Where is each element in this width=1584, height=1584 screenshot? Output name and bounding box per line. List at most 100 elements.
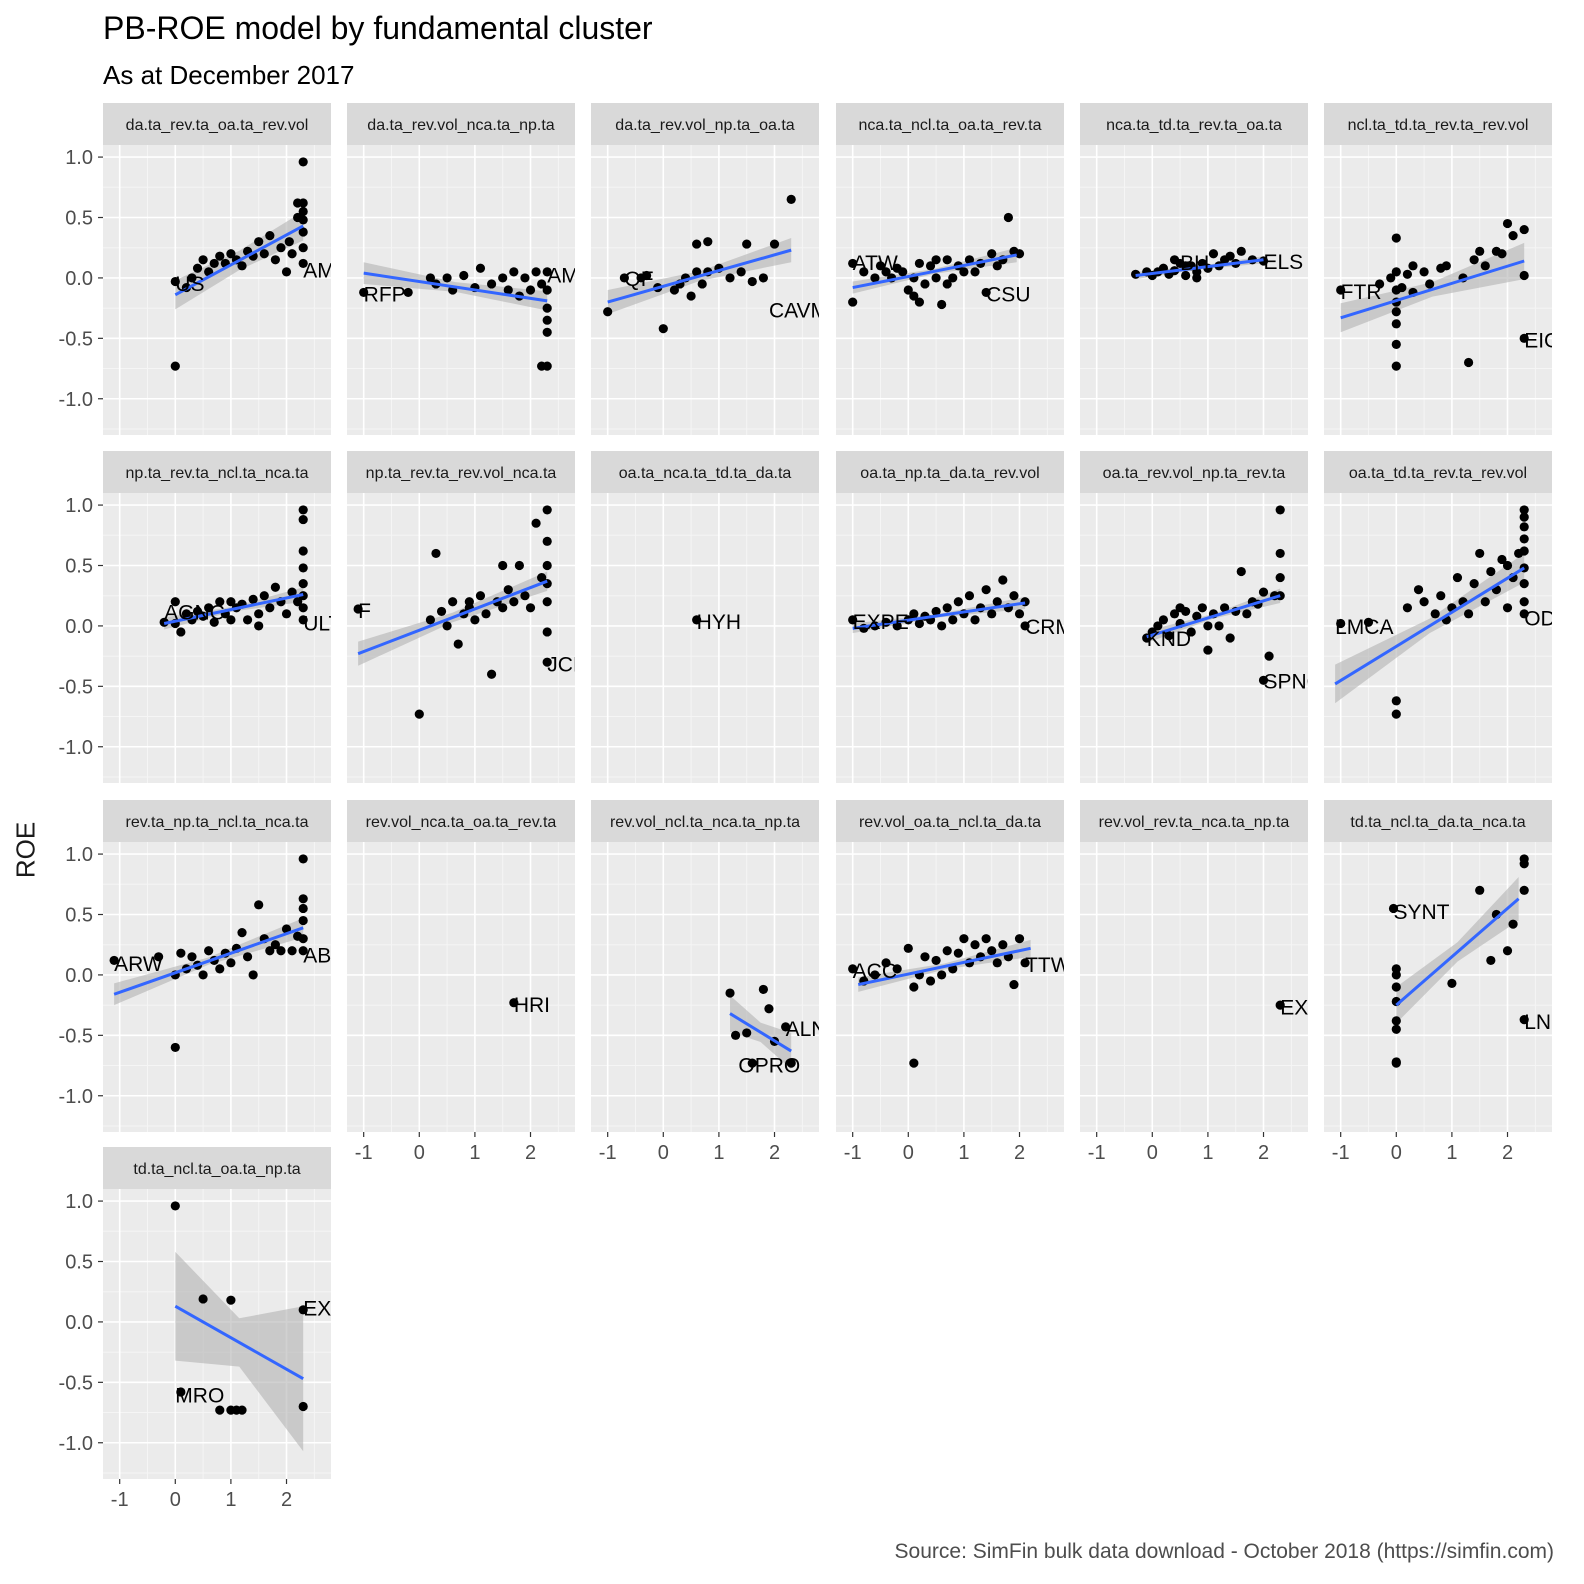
y-tick-label: 1.0 [65, 147, 93, 169]
facet-panel: td.ta_ncl.ta_da.ta_nca.ta SYNT LNC -1 0 1 2 [1324, 800, 1552, 1164]
panel-background [103, 145, 331, 435]
data-point [964, 591, 975, 601]
data-point [758, 273, 768, 283]
facet-strip [836, 451, 1064, 493]
point-label: SYNT [1394, 901, 1450, 924]
data-point [498, 560, 508, 571]
data-point [725, 273, 735, 283]
data-point [903, 943, 913, 953]
point-labels: F JCI [358, 600, 575, 676]
point-label: LMCA [1335, 616, 1393, 639]
fit-line [174, 1304, 304, 1381]
data-point [470, 615, 480, 625]
data-point [226, 1295, 236, 1305]
facet-strip-label: da.ta_rev.ta_oa.ta_rev.vol [126, 117, 309, 134]
data-point [181, 609, 192, 619]
data-point [537, 572, 547, 583]
facet-strip-label: rev.vol_nca.ta_oa.ta_rev.ta [366, 814, 557, 831]
data-point [170, 1042, 180, 1053]
point-label: ACC [853, 960, 897, 983]
point-label: HRI [514, 994, 550, 1017]
data-point [431, 548, 441, 559]
data-point [942, 946, 952, 956]
data-point [920, 279, 930, 289]
data-point [1391, 982, 1401, 992]
data-point [1219, 603, 1230, 613]
data-point [1203, 645, 1213, 655]
data-point [542, 657, 552, 667]
point-label: AMZ [303, 259, 348, 282]
data-point [736, 267, 746, 277]
data-point [981, 934, 991, 944]
data-point [215, 1405, 225, 1415]
data-point [503, 285, 513, 295]
point-label: AGNC [164, 601, 225, 624]
data-point [298, 615, 308, 625]
data-point [1475, 885, 1485, 895]
data-point [1519, 534, 1529, 544]
data-point [542, 505, 552, 515]
data-point [1391, 1024, 1401, 1034]
data-point [436, 606, 447, 617]
data-point [298, 934, 308, 944]
data-point [170, 361, 180, 371]
data-point [970, 267, 980, 277]
x-tick-label: -1 [1332, 1142, 1350, 1164]
data-point [1391, 233, 1401, 243]
data-point [226, 249, 236, 259]
facet-strip [1324, 451, 1552, 493]
data-point [909, 609, 919, 619]
data-point [525, 285, 536, 295]
data-point [498, 603, 508, 613]
x-tick-label: 1 [1446, 1142, 1457, 1164]
facet-panel: nca.ta_td.ta_rev.ta_oa.ta BH ELS [1080, 103, 1308, 435]
data-point [1519, 505, 1529, 515]
data-point [270, 940, 280, 950]
x-tick-label: -1 [1088, 1142, 1106, 1164]
facet-panel: td.ta_ncl.ta_oa.ta_np.ta MRO EXE 1.0 0.5 0.0 -… [59, 1147, 331, 1511]
data-point [509, 597, 519, 607]
point-labels: AGNC ULT [164, 601, 331, 635]
panel-background [836, 493, 1064, 783]
data-point [747, 1058, 757, 1068]
data-point [1175, 603, 1185, 613]
data-point [1519, 1015, 1529, 1025]
fit-line [852, 253, 1018, 290]
facet-panel: oa.ta_rev.vol_np.ta_rev.ta KND SPNC [1080, 451, 1308, 783]
facet-strip [1080, 451, 1308, 493]
data-point [531, 267, 541, 277]
data-point [542, 303, 552, 313]
data-point [520, 591, 530, 601]
data-point [1014, 934, 1025, 944]
data-point [848, 964, 858, 974]
facet-panel: rev.vol_nca.ta_oa.ta_rev.ta HRI -1 0 1 2 [347, 800, 575, 1164]
data-point [1336, 618, 1346, 629]
point-label: AMI [547, 264, 584, 287]
facet-strip [591, 451, 819, 493]
data-point [692, 267, 702, 277]
data-point [464, 597, 474, 607]
facet-strip-label: td.ta_ncl.ta_da.ta_nca.ta [1350, 814, 1525, 831]
data-point [959, 267, 969, 277]
data-point [1020, 597, 1030, 607]
panel-background [591, 842, 819, 1132]
data-point [1469, 255, 1479, 265]
data-point [1236, 566, 1246, 577]
data-point [270, 255, 280, 265]
facet-strip-label: oa.ta_np.ta_da.ta_rev.vol [860, 465, 1039, 482]
data-point [1463, 357, 1474, 368]
data-point [892, 964, 902, 974]
data-point [1519, 522, 1529, 532]
data-point [287, 946, 297, 956]
facet-strip-label: np.ta_rev.ta_ncl.ta_nca.ta [126, 465, 309, 482]
confidence-band [175, 1251, 304, 1452]
data-point [1502, 560, 1513, 571]
data-point [542, 315, 552, 325]
point-label: ATW [853, 252, 898, 275]
data-point [931, 273, 941, 283]
point-label: RFP [364, 284, 406, 307]
data-point [642, 270, 652, 281]
data-point [1214, 621, 1224, 631]
data-point [998, 575, 1008, 585]
